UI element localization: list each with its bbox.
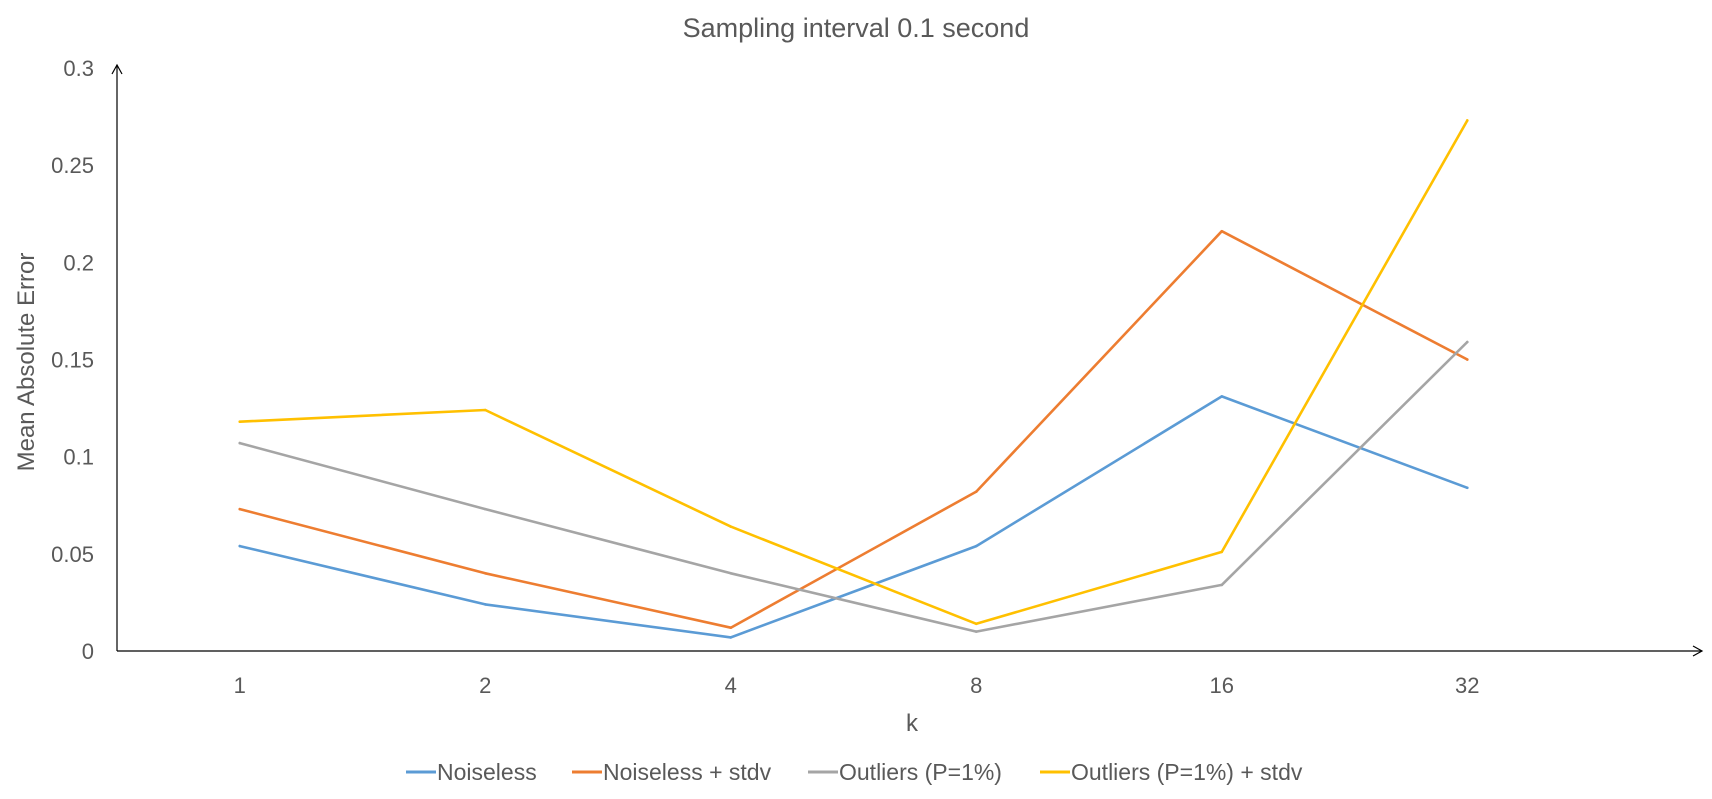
- data-point: [1465, 340, 1469, 344]
- data-point: [238, 507, 242, 511]
- y-tick-label: 0.3: [63, 56, 94, 81]
- data-point: [483, 603, 487, 606]
- data-point: [1465, 486, 1469, 490]
- series-line-2: [238, 229, 1469, 630]
- data-point: [238, 420, 242, 423]
- data-point: [974, 490, 978, 493]
- data-point: [238, 544, 242, 548]
- x-tick-label: 1: [234, 673, 246, 698]
- data-point: [974, 544, 978, 548]
- data-point: [1465, 119, 1469, 122]
- data-point: [483, 571, 487, 575]
- y-tick-label: 0.25: [51, 153, 94, 178]
- y-axis-ticks: 0 0.05 0.1 0.15 0.2 0.25 0.3: [51, 56, 94, 664]
- y-tick-label: 0: [82, 639, 94, 664]
- data-point: [729, 636, 733, 639]
- data-point: [1465, 358, 1469, 361]
- data-point: [1220, 550, 1224, 554]
- x-tick-label: 2: [479, 673, 491, 698]
- y-tick-label: 0.05: [51, 542, 94, 567]
- data-point: [729, 626, 733, 629]
- chart-title: Sampling interval 0.1 second: [683, 13, 1030, 43]
- data-point: [483, 408, 487, 412]
- legend-label: Noiseless: [437, 759, 537, 785]
- y-axis-arrow: [111, 63, 123, 75]
- y-tick-label: 0.2: [63, 250, 94, 275]
- series-line-4: [238, 119, 1469, 626]
- x-axis-ticks: 1 2 4 8 16 32: [234, 673, 1480, 698]
- axes: [111, 63, 1704, 657]
- y-axis-title: Mean Absolute Error: [13, 253, 40, 472]
- legend-label: Outliers (P=1%): [839, 759, 1002, 785]
- x-tick-label: 16: [1210, 673, 1234, 698]
- data-point: [1220, 229, 1224, 233]
- series-line-3: [238, 340, 1469, 633]
- data-point: [483, 507, 487, 511]
- legend-label: Noiseless + stdv: [603, 759, 772, 785]
- y-tick-label: 0.1: [63, 445, 94, 470]
- legend: Noiseless Noiseless + stdv Outliers (P=1%)…: [406, 759, 1303, 785]
- x-axis-title: k: [906, 710, 919, 737]
- data-point: [974, 630, 978, 633]
- series-line-1: [238, 395, 1469, 639]
- x-tick-label: 4: [725, 673, 737, 698]
- y-tick-label: 0.15: [51, 348, 94, 373]
- data-point: [974, 622, 978, 626]
- data-point: [729, 525, 733, 528]
- x-tick-label: 8: [970, 673, 982, 698]
- data-point: [238, 441, 242, 445]
- series-layer: [238, 119, 1469, 639]
- x-axis-arrow: [1692, 645, 1704, 657]
- x-tick-label: 32: [1455, 673, 1479, 698]
- data-point: [1220, 395, 1224, 398]
- legend-label: Outliers (P=1%) + stdv: [1071, 759, 1303, 785]
- data-point: [1220, 583, 1224, 587]
- data-point: [729, 571, 733, 575]
